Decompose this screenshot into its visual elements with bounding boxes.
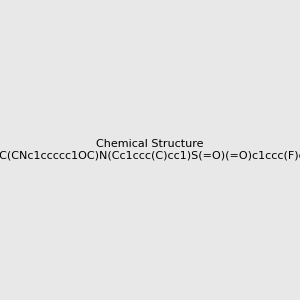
Text: Chemical Structure
O=C(CNc1ccccc1OC)N(Cc1ccc(C)cc1)S(=O)(=O)c1ccc(F)cc1: Chemical Structure O=C(CNc1ccccc1OC)N(Cc… [0, 139, 300, 161]
